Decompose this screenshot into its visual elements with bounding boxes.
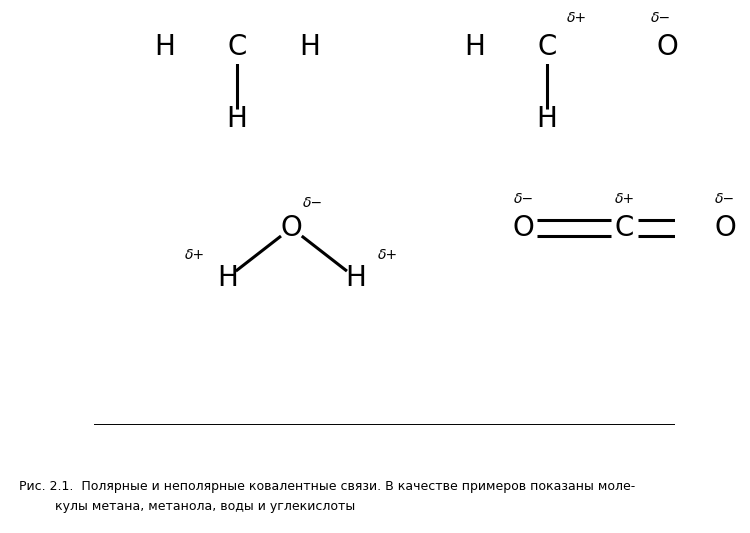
Text: Рис. 2.1.  Полярные и неполярные ковалентные связи. В качестве примеров показаны: Рис. 2.1. Полярные и неполярные ковалент… [19, 480, 635, 493]
Text: δ−: δ− [514, 192, 534, 206]
Text: δ+: δ+ [378, 248, 398, 262]
Text: O: O [715, 214, 736, 242]
Text: H: H [226, 106, 248, 133]
Text: δ+: δ+ [614, 192, 634, 206]
Text: O: O [513, 214, 535, 242]
Text: δ−: δ− [303, 196, 323, 209]
Text: кулы метана, метанола, воды и углекислоты: кулы метана, метанола, воды и углекислот… [19, 500, 355, 513]
Text: C: C [227, 33, 247, 61]
Text: δ+: δ+ [184, 248, 205, 262]
Text: H: H [154, 33, 175, 61]
Text: O: O [280, 214, 302, 242]
Text: H: H [537, 106, 557, 133]
Text: H: H [299, 33, 320, 61]
Text: δ+: δ+ [566, 11, 586, 25]
Text: H: H [464, 33, 484, 61]
Text: H: H [345, 264, 366, 292]
Text: H: H [217, 264, 238, 292]
Text: O: O [656, 33, 678, 61]
Text: δ−: δ− [651, 11, 671, 25]
Text: δ−: δ− [716, 192, 736, 206]
Text: C: C [615, 214, 634, 242]
Text: C: C [538, 33, 556, 61]
